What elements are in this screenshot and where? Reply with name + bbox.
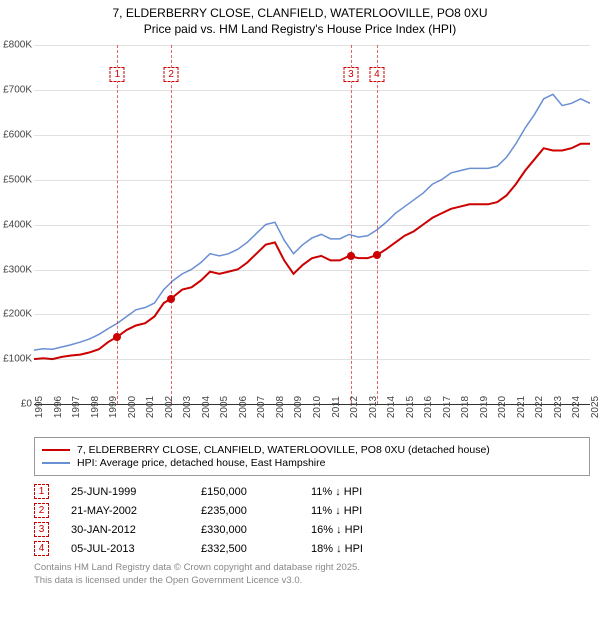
x-tick-label: 2018	[460, 396, 478, 418]
title-line-2: Price paid vs. HM Land Registry's House …	[4, 22, 596, 38]
x-tick-label: 2020	[497, 396, 515, 418]
x-tick-label: 1996	[53, 396, 71, 418]
x-tick-label: 1998	[90, 396, 108, 418]
x-tick-label: 2024	[571, 396, 589, 418]
legend: 7, ELDERBERRY CLOSE, CLANFIELD, WATERLOO…	[34, 437, 590, 476]
event-price: £235,000	[201, 505, 311, 517]
event-price: £150,000	[201, 486, 311, 498]
event-row: 2 21-MAY-2002£235,00011% ↓ HPI	[34, 501, 590, 520]
x-tick-label: 2013	[368, 396, 386, 418]
x-tick-label: 2012	[349, 396, 367, 418]
y-tick-label: £300K	[0, 264, 32, 275]
event-marker-box: 1	[110, 67, 125, 82]
x-tick-label: 2002	[164, 396, 182, 418]
event-diff: 16% ↓ HPI	[311, 524, 363, 536]
footer-line-1: Contains HM Land Registry data © Crown c…	[34, 562, 590, 574]
x-tick-label: 2005	[219, 396, 237, 418]
event-diff: 11% ↓ HPI	[311, 486, 362, 498]
legend-swatch	[42, 449, 70, 451]
event-marker-box: 4	[369, 67, 384, 82]
x-tick-label: 2010	[312, 396, 330, 418]
legend-row: 7, ELDERBERRY CLOSE, CLANFIELD, WATERLOO…	[42, 444, 582, 456]
x-tick-label: 2000	[127, 396, 145, 418]
event-index-box: 2	[34, 503, 49, 518]
y-tick-label: £0	[0, 399, 32, 410]
event-marker-dot	[347, 252, 355, 260]
x-tick-label: 2025	[590, 396, 600, 418]
x-tick-label: 2008	[275, 396, 293, 418]
x-tick-label: 2004	[201, 396, 219, 418]
legend-swatch	[42, 462, 70, 464]
event-marker-dot	[113, 333, 121, 341]
legend-label: HPI: Average price, detached house, East…	[77, 457, 325, 469]
event-date: 05-JUL-2013	[71, 543, 201, 555]
x-tick-label: 2015	[405, 396, 423, 418]
x-tick-label: 2022	[534, 396, 552, 418]
x-tick-label: 2017	[442, 396, 460, 418]
event-vline	[377, 45, 378, 404]
x-axis-labels: 1995199619971998199920002001200220032004…	[34, 405, 590, 425]
legend-row: HPI: Average price, detached house, East…	[42, 457, 582, 469]
footer-line-2: This data is licensed under the Open Gov…	[34, 575, 590, 587]
event-index-box: 1	[34, 484, 49, 499]
event-price: £332,500	[201, 543, 311, 555]
title-line-1: 7, ELDERBERRY CLOSE, CLANFIELD, WATERLOO…	[4, 6, 596, 22]
event-index-box: 3	[34, 522, 49, 537]
x-tick-label: 1995	[34, 396, 52, 418]
x-tick-label: 1999	[108, 396, 126, 418]
x-tick-label: 2007	[256, 396, 274, 418]
plot-region: £0£100K£200K£300K£400K£500K£600K£700K£80…	[34, 45, 590, 405]
event-date: 25-JUN-1999	[71, 486, 201, 498]
event-date: 30-JAN-2012	[71, 524, 201, 536]
event-index-box: 4	[34, 541, 49, 556]
event-table: 1 25-JUN-1999£150,00011% ↓ HPI 2 21-MAY-200…	[34, 482, 590, 558]
chart-area: £0£100K£200K£300K£400K£500K£600K£700K£80…	[34, 45, 590, 425]
x-tick-label: 2014	[386, 396, 404, 418]
event-row: 3 30-JAN-2012£330,00016% ↓ HPI	[34, 520, 590, 539]
legend-label: 7, ELDERBERRY CLOSE, CLANFIELD, WATERLOO…	[77, 444, 490, 456]
event-price: £330,000	[201, 524, 311, 536]
x-tick-label: 2006	[238, 396, 256, 418]
y-tick-label: £600K	[0, 129, 32, 140]
event-marker-dot	[167, 295, 175, 303]
x-tick-label: 2001	[145, 396, 163, 418]
y-tick-label: £700K	[0, 85, 32, 96]
x-tick-label: 1997	[71, 396, 89, 418]
y-tick-label: £200K	[0, 309, 32, 320]
event-marker-dot	[373, 251, 381, 259]
event-row: 1 25-JUN-1999£150,00011% ↓ HPI	[34, 482, 590, 501]
chart-title: 7, ELDERBERRY CLOSE, CLANFIELD, WATERLOO…	[0, 0, 600, 39]
event-vline	[171, 45, 172, 404]
x-tick-label: 2003	[182, 396, 200, 418]
event-marker-box: 2	[164, 67, 179, 82]
event-vline	[351, 45, 352, 404]
event-diff: 11% ↓ HPI	[311, 505, 362, 517]
y-tick-label: £400K	[0, 219, 32, 230]
x-tick-label: 2019	[479, 396, 497, 418]
y-tick-label: £500K	[0, 174, 32, 185]
y-tick-label: £100K	[0, 354, 32, 365]
event-row: 4 05-JUL-2013£332,50018% ↓ HPI	[34, 539, 590, 558]
x-tick-label: 2009	[293, 396, 311, 418]
y-tick-label: £800K	[0, 40, 32, 51]
x-tick-label: 2021	[516, 396, 534, 418]
x-tick-label: 2023	[553, 396, 571, 418]
event-marker-box: 3	[343, 67, 358, 82]
x-tick-label: 2016	[423, 396, 441, 418]
footer-attribution: Contains HM Land Registry data © Crown c…	[34, 562, 590, 587]
x-tick-label: 2011	[331, 396, 349, 418]
event-date: 21-MAY-2002	[71, 505, 201, 517]
event-diff: 18% ↓ HPI	[311, 543, 363, 555]
event-vline	[117, 45, 118, 404]
